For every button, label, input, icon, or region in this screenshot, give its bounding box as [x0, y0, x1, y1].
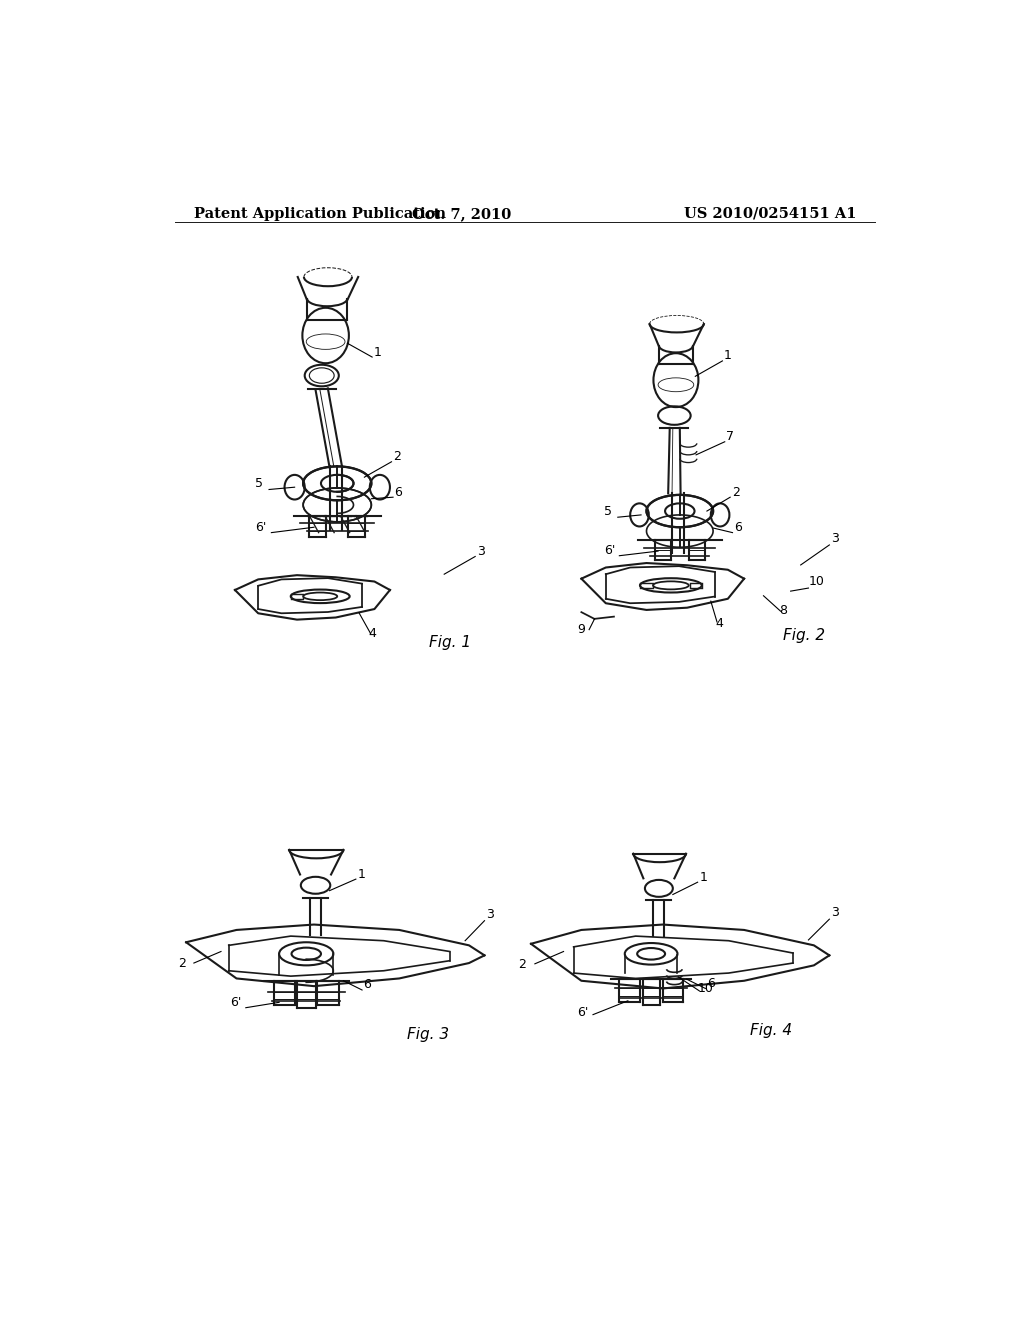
Text: Fig. 1: Fig. 1: [429, 635, 471, 651]
Text: 6: 6: [394, 486, 402, 499]
Text: 6': 6': [604, 544, 615, 557]
Text: US 2010/0254151 A1: US 2010/0254151 A1: [684, 207, 856, 220]
Text: 2: 2: [518, 958, 526, 970]
Text: 5: 5: [255, 478, 263, 490]
Text: Patent Application Publication: Patent Application Publication: [194, 207, 445, 220]
Text: 1: 1: [357, 867, 366, 880]
Text: 3: 3: [477, 545, 484, 558]
Text: 6: 6: [707, 977, 715, 990]
Text: 1: 1: [374, 346, 382, 359]
Text: Fig. 2: Fig. 2: [783, 627, 825, 643]
Bar: [291, 594, 303, 599]
Text: 6': 6': [255, 521, 266, 535]
Text: 10: 10: [697, 982, 714, 995]
Text: 6': 6': [230, 997, 242, 1010]
Text: Fig. 3: Fig. 3: [407, 1027, 450, 1041]
Text: 1: 1: [699, 871, 707, 883]
Text: Fig. 4: Fig. 4: [750, 1023, 792, 1038]
Text: 7: 7: [726, 430, 734, 444]
Text: 2: 2: [393, 450, 401, 463]
Text: 6: 6: [734, 521, 742, 535]
Text: 10: 10: [809, 576, 824, 587]
Text: 3: 3: [830, 532, 839, 545]
Text: 4: 4: [716, 616, 723, 630]
Text: 5: 5: [604, 506, 612, 517]
Text: Oct. 7, 2010: Oct. 7, 2010: [412, 207, 511, 220]
Text: 6': 6': [578, 1006, 589, 1019]
Text: 2: 2: [178, 957, 186, 970]
Text: 4: 4: [369, 627, 376, 640]
Text: 9: 9: [578, 623, 586, 636]
Text: 3: 3: [830, 906, 839, 919]
Text: 3: 3: [486, 908, 494, 920]
Text: 8: 8: [779, 605, 787, 618]
Text: 1: 1: [724, 350, 732, 363]
Text: 2: 2: [732, 486, 739, 499]
Bar: [640, 582, 653, 587]
Text: 6: 6: [364, 978, 372, 991]
Bar: [690, 583, 701, 587]
